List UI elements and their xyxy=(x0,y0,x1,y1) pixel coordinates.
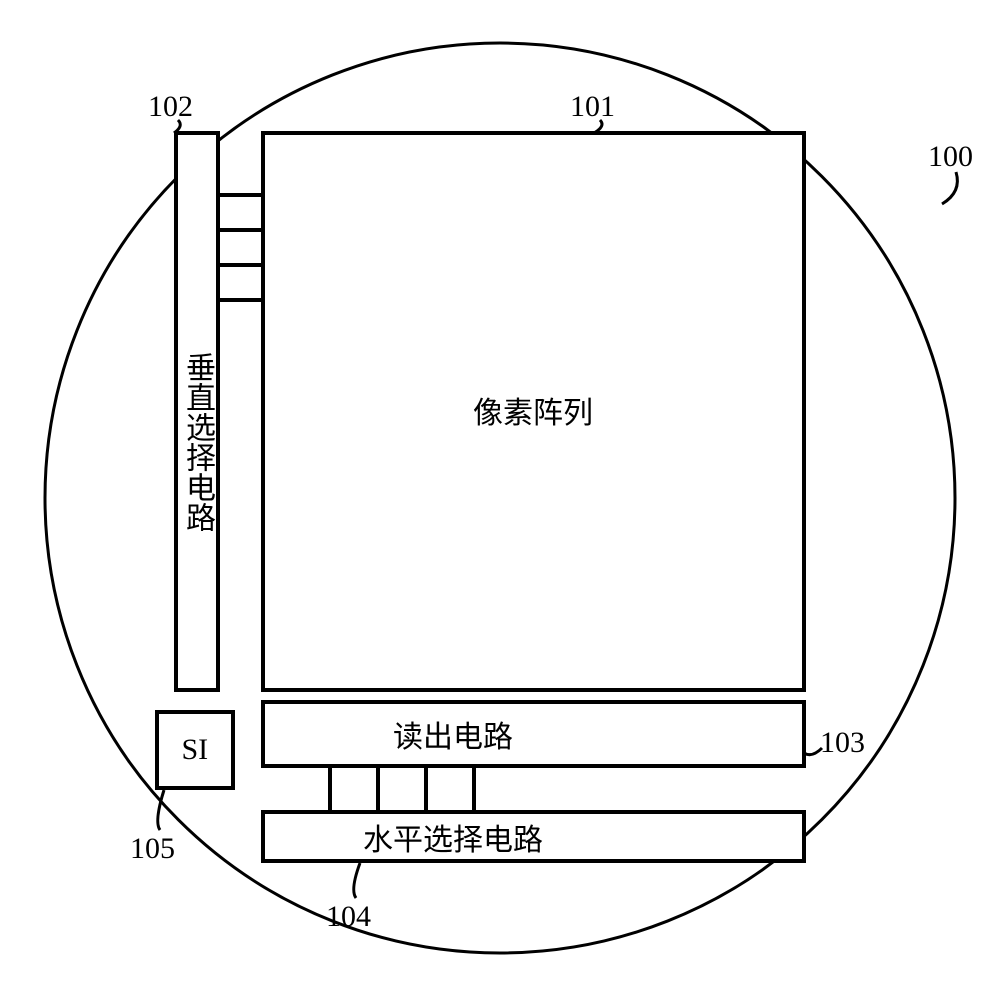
ref-leader-100 xyxy=(942,172,957,204)
ref-label-105: 105 xyxy=(130,832,175,866)
ref-label-100: 100 xyxy=(928,140,973,174)
ref-label-102: 102 xyxy=(148,90,193,124)
ref-leader-105 xyxy=(158,790,164,830)
block-label-hsel: 水平选择电路 xyxy=(363,815,543,859)
block-readout xyxy=(261,700,806,768)
block-label-pixel_array: 像素阵列 xyxy=(473,388,593,432)
block-label-si: SI xyxy=(182,733,209,767)
ref-label-104: 104 xyxy=(326,900,371,934)
ref-label-101: 101 xyxy=(570,90,615,124)
block-label-vsel: 垂直选择电路 xyxy=(175,352,219,532)
block-label-readout: 读出电路 xyxy=(393,712,513,756)
ref-label-103: 103 xyxy=(820,726,865,760)
ref-leader-104 xyxy=(354,863,360,898)
diagram-stage: 像素阵列 垂直选择电路读出电路水平选择电路 SI 100 101 102 103 104 105 xyxy=(0,0,1000,996)
